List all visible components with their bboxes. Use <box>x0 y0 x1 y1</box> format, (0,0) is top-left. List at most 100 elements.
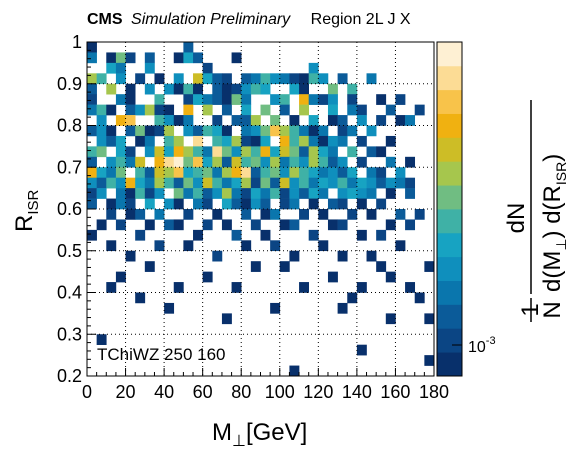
heatmap-cell <box>154 104 165 116</box>
heatmap-cell <box>250 156 261 168</box>
heatmap-cell <box>337 188 348 199</box>
heatmap-cell <box>202 146 213 158</box>
heatmap-cell <box>318 240 329 252</box>
heatmap-cell <box>96 334 107 345</box>
heatmap-cell <box>366 177 377 189</box>
heatmap-cell <box>221 125 232 137</box>
heatmap-cell <box>414 292 425 304</box>
color-bar-tick-exp: -3 <box>486 335 496 347</box>
heatmap-cell <box>193 73 203 85</box>
heatmap-cell <box>115 52 126 64</box>
heatmap-cell <box>308 146 319 158</box>
heatmap-cell <box>337 219 348 231</box>
heatmap-cell <box>106 52 117 64</box>
heatmap-cell <box>193 229 203 241</box>
heatmap-cell <box>212 73 223 85</box>
heatmap-cell <box>144 52 155 64</box>
y-tick-label: 0.2 <box>57 366 82 386</box>
heatmap-cell <box>221 156 232 168</box>
z-label-close: ) <box>539 154 566 162</box>
heatmap-cell <box>202 62 213 74</box>
heatmap-cell <box>106 83 117 95</box>
color-bar-step <box>437 328 462 353</box>
color-bar-step <box>437 113 462 138</box>
heatmap-cell <box>270 146 281 158</box>
heatmap-cell <box>164 198 175 210</box>
heatmap-cell <box>87 52 97 64</box>
heatmap-cell <box>183 94 194 105</box>
heatmap-cell <box>356 177 367 189</box>
status-label: Simulation Preliminary <box>131 11 291 28</box>
heatmap-cell <box>356 115 367 126</box>
heatmap-cell <box>87 104 97 116</box>
y-tick-label: 1 <box>72 32 82 52</box>
heatmap-cell <box>260 135 271 147</box>
heatmap-cell <box>405 219 416 231</box>
heatmap-cell <box>241 125 252 137</box>
heatmap-cell <box>144 125 155 137</box>
heatmap-cell <box>270 156 281 168</box>
region-label: Region 2L J X <box>311 11 411 28</box>
heatmap-cell <box>164 146 175 158</box>
heatmap-cell <box>376 229 387 241</box>
y-tick-label: 0.3 <box>57 324 82 344</box>
heatmap-cell <box>144 104 155 116</box>
heatmap-cell <box>337 302 348 314</box>
heatmap-cell <box>173 115 184 126</box>
heatmap-cell <box>356 135 367 147</box>
heatmap-cell <box>115 271 126 283</box>
heatmap-cell <box>241 146 252 158</box>
heatmap-cell <box>347 125 358 137</box>
heatmap-cell <box>366 146 377 158</box>
heatmap-cell <box>327 94 338 105</box>
heatmap-cell <box>289 167 300 178</box>
heatmap-cell <box>327 177 338 189</box>
heatmap-cell <box>231 115 242 126</box>
heatmap-cell <box>308 135 319 147</box>
heatmap-cell <box>135 177 146 189</box>
color-bar-step <box>437 280 462 305</box>
heatmap-cell <box>241 188 252 199</box>
heatmap-cell <box>260 209 271 220</box>
heatmap-cell <box>193 177 203 189</box>
heatmap-cell <box>395 177 406 189</box>
heatmap-cell <box>424 355 435 366</box>
heatmap-cell <box>183 42 194 53</box>
z-label-denominator: d(M⊥) d(RISR) <box>539 154 569 292</box>
z-label-n: N <box>539 301 566 318</box>
heatmap-cell <box>212 135 223 147</box>
heatmap-cell <box>289 177 300 189</box>
heatmap-cell <box>221 135 232 147</box>
heatmap-cell <box>231 135 242 147</box>
heatmap-cell <box>318 73 329 85</box>
heatmap-cell <box>87 83 97 95</box>
heatmap-cell <box>106 104 117 116</box>
y-tick-label: 0.5 <box>57 241 82 261</box>
heatmap-cell <box>231 52 242 64</box>
heatmap-cell <box>231 167 242 178</box>
heatmap-cell <box>87 188 97 199</box>
heatmap-cell <box>414 104 425 116</box>
heatmap-cell <box>221 94 232 105</box>
heatmap-cell <box>154 167 165 178</box>
x-tick-label: 40 <box>154 382 174 402</box>
heatmap-cell <box>231 146 242 158</box>
heatmap-cell <box>327 271 338 283</box>
heatmap-cell <box>289 135 300 147</box>
heatmap-cell <box>270 125 281 137</box>
heatmap-cell <box>154 73 165 85</box>
color-bar-step <box>437 256 462 281</box>
heatmap-cell <box>337 167 348 178</box>
heatmap-cell <box>376 261 387 272</box>
heatmap-cell <box>270 94 281 105</box>
heatmap-cell <box>395 209 406 220</box>
y-tick-label: 0.4 <box>57 283 82 303</box>
heatmap-cell <box>260 73 271 85</box>
heatmap-cell <box>347 188 358 199</box>
heatmap-cell <box>279 146 290 158</box>
heatmap-cell <box>96 167 107 178</box>
heatmap-cell <box>202 219 213 231</box>
heatmap-cell <box>356 188 367 199</box>
heatmap-cell <box>279 94 290 105</box>
heatmap-cell <box>327 167 338 178</box>
